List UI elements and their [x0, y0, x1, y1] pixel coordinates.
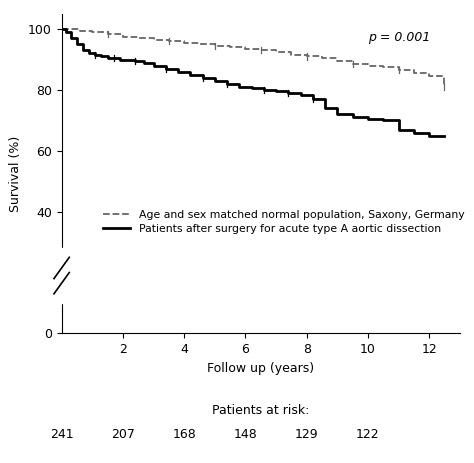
Text: 129: 129	[295, 428, 319, 441]
Text: p = 0.001: p = 0.001	[368, 31, 430, 44]
Text: 207: 207	[111, 428, 135, 441]
Legend: Age and sex matched normal population, Saxony, Germany, Patients after surgery f: Age and sex matched normal population, S…	[99, 206, 469, 238]
X-axis label: Follow up (years): Follow up (years)	[207, 362, 314, 375]
Y-axis label: Survival (%): Survival (%)	[9, 136, 22, 212]
Text: 168: 168	[172, 428, 196, 441]
Text: 241: 241	[50, 428, 73, 441]
Bar	[37, 248, 74, 303]
Text: Patients at risk:: Patients at risk:	[212, 404, 310, 417]
Text: 122: 122	[356, 428, 380, 441]
Text: 148: 148	[234, 428, 257, 441]
